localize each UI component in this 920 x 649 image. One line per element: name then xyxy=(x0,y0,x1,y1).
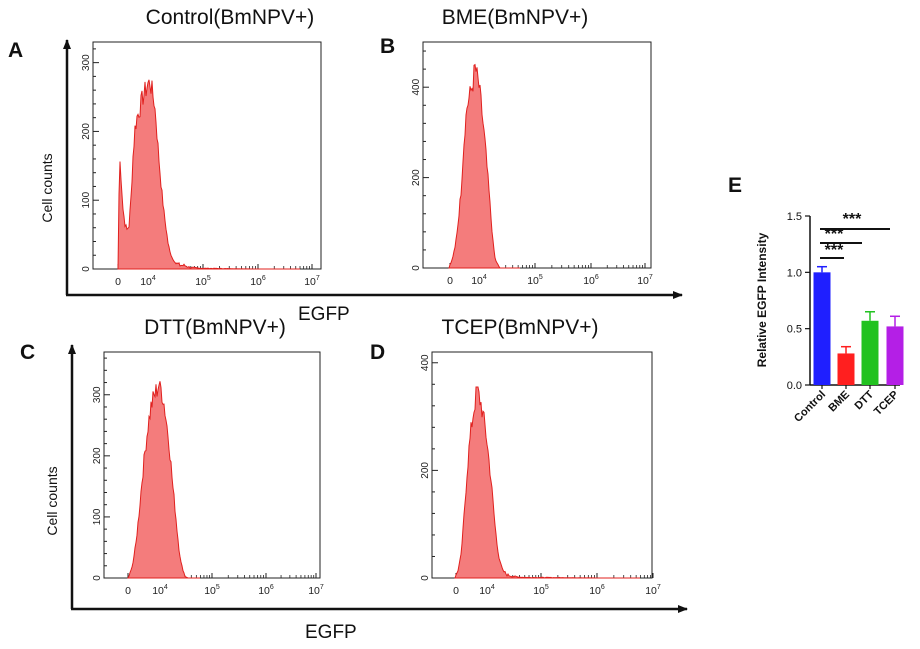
y-tick-label: 0 xyxy=(420,575,431,581)
significance-label: *** xyxy=(843,211,862,228)
x-tick-label: 107 xyxy=(308,584,324,597)
panel-title: BME(BmNPV+) xyxy=(442,6,588,29)
y-axis-label: Relative EGFP Intensity xyxy=(755,232,769,367)
y-tick-label: 200 xyxy=(81,123,92,140)
bar-control xyxy=(814,272,831,385)
x-tick-label: 106 xyxy=(589,584,605,597)
histogram-area xyxy=(449,65,520,268)
x-tick-label: 104 xyxy=(471,274,487,287)
x-tick-label: 106 xyxy=(258,584,274,597)
bar-x-tick-label: BME xyxy=(826,389,852,415)
x-tick-label: 0 xyxy=(125,585,131,597)
bar-chart-panel-e: E Relative EGFP Intensity 0.0 0.5 1.0 1.5 Cont… xyxy=(728,174,904,425)
histogram-panel-b: BME(BmNPV+) B 0 200 400 0 104 105 106 107 xyxy=(380,6,653,287)
x-tick-label: 107 xyxy=(645,584,661,597)
significance-label: *** xyxy=(825,242,844,259)
y-tick-label: 100 xyxy=(92,508,103,525)
panel-title: Control(BmNPV+) xyxy=(146,6,315,29)
histogram-area xyxy=(128,381,200,578)
y-tick-label: 0 xyxy=(81,266,92,272)
x-tick-label: 104 xyxy=(152,584,168,597)
x-tick-label: 107 xyxy=(304,275,320,288)
bottom-egfp-label: EGFP xyxy=(305,622,357,643)
histogram-panel-a: Control(BmNPV+) A Cell counts 0 100 200 300 0 10… xyxy=(8,6,321,288)
x-tick-label: 104 xyxy=(140,275,156,288)
x-tick-label: 104 xyxy=(479,584,495,597)
bar-tcep xyxy=(887,326,904,385)
panel-letter: A xyxy=(8,39,23,62)
y-tick-label: 200 xyxy=(411,169,422,186)
top-egfp-label: EGFP xyxy=(298,304,350,325)
bar-bme xyxy=(838,353,855,385)
y-tick-label: 200 xyxy=(420,462,431,479)
x-tick-label: 106 xyxy=(250,275,266,288)
x-tick-label: 105 xyxy=(195,275,211,288)
x-tick-label: 105 xyxy=(533,584,549,597)
y-tick-label: 300 xyxy=(81,54,92,71)
x-tick-label: 0 xyxy=(115,276,121,288)
panel-letter: D xyxy=(370,341,385,364)
x-tick-label: 0 xyxy=(453,585,459,597)
bar-x-tick-label: Control xyxy=(792,389,828,425)
histogram-area xyxy=(455,387,640,578)
x-tick-label: 107 xyxy=(637,274,653,287)
y-tick-label: 200 xyxy=(92,447,103,464)
histogram-panel-d: TCEP(BmNPV+) D 0 200 400 0 104 105 106 107 xyxy=(370,316,661,597)
bar-y-tick-label: 1.0 xyxy=(787,267,802,279)
y-tick-label: 100 xyxy=(81,191,92,208)
x-tick-label: 0 xyxy=(447,275,453,287)
bar-dtt xyxy=(862,321,879,385)
figure: EGFP EGFP Control(BmNPV+) A Cell counts 0 10… xyxy=(0,0,920,649)
histogram-panel-c: DTT(BmNPV+) C Cell counts 0 100 200 300 0 104 105… xyxy=(20,316,324,597)
y-axis-label: Cell counts xyxy=(39,153,55,222)
panel-title: TCEP(BmNPV+) xyxy=(442,316,599,339)
x-tick-label: 105 xyxy=(204,584,220,597)
panel-letter: C xyxy=(20,341,35,364)
histogram-panels: Control(BmNPV+) A Cell counts 0 100 200 300 0 10… xyxy=(8,6,661,597)
bar-y-tick-label: 0.0 xyxy=(787,380,802,392)
bar-y-tick-label: 1.5 xyxy=(787,211,802,223)
y-tick-label: 400 xyxy=(420,354,431,371)
bar-x-tick-label: TCEP xyxy=(872,389,901,418)
histogram-area xyxy=(118,80,300,269)
bar-y-tick-label: 0.5 xyxy=(787,324,802,336)
y-tick-label: 400 xyxy=(411,78,422,95)
y-tick-label: 0 xyxy=(92,575,103,581)
panel-title: DTT(BmNPV+) xyxy=(144,316,286,339)
y-tick-label: 0 xyxy=(411,265,422,271)
y-axis-label: Cell counts xyxy=(44,466,60,535)
panel-letter: B xyxy=(380,35,395,58)
panel-letter: E xyxy=(728,174,742,197)
x-tick-label: 106 xyxy=(583,274,599,287)
y-tick-label: 300 xyxy=(92,386,103,403)
x-tick-label: 105 xyxy=(527,274,543,287)
